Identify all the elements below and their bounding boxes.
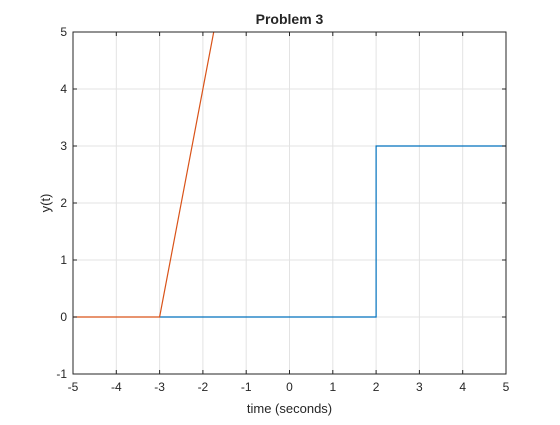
x-tick-label: -5: [68, 380, 79, 394]
y-tick-label: -1: [56, 367, 67, 381]
tick-labels: -5 -4 -3 -2 -1 0 1 2 3 4 5 -1 0 1 2 3 4 5: [56, 25, 509, 394]
series-layer: [73, 32, 506, 318]
x-tick-label: 0: [286, 380, 293, 394]
y-tick-label: 1: [60, 253, 67, 267]
x-axis-label: time (seconds): [247, 401, 332, 416]
ticks: [72, 31, 507, 375]
y-tick-label: 4: [60, 82, 67, 96]
y-tick-label: 2: [60, 196, 67, 210]
x-tick-label: 5: [503, 380, 510, 394]
x-tick-label: -2: [198, 380, 209, 394]
chart-title: Problem 3: [256, 11, 324, 27]
x-tick-label: -1: [241, 380, 252, 394]
series-line-1: [159, 145, 506, 318]
x-tick-label: 1: [329, 380, 336, 394]
x-tick-label: 3: [416, 380, 423, 394]
y-tick-label: 5: [60, 25, 67, 39]
x-tick-label: 2: [373, 380, 380, 394]
x-tick-label: -3: [154, 380, 165, 394]
x-tick-label: 4: [459, 380, 466, 394]
y-tick-label: 3: [60, 139, 67, 153]
y-axis-label: y(t): [38, 194, 53, 213]
series-line-2: [73, 32, 215, 318]
y-tick-label: 0: [60, 310, 67, 324]
x-tick-label: -4: [111, 380, 122, 394]
